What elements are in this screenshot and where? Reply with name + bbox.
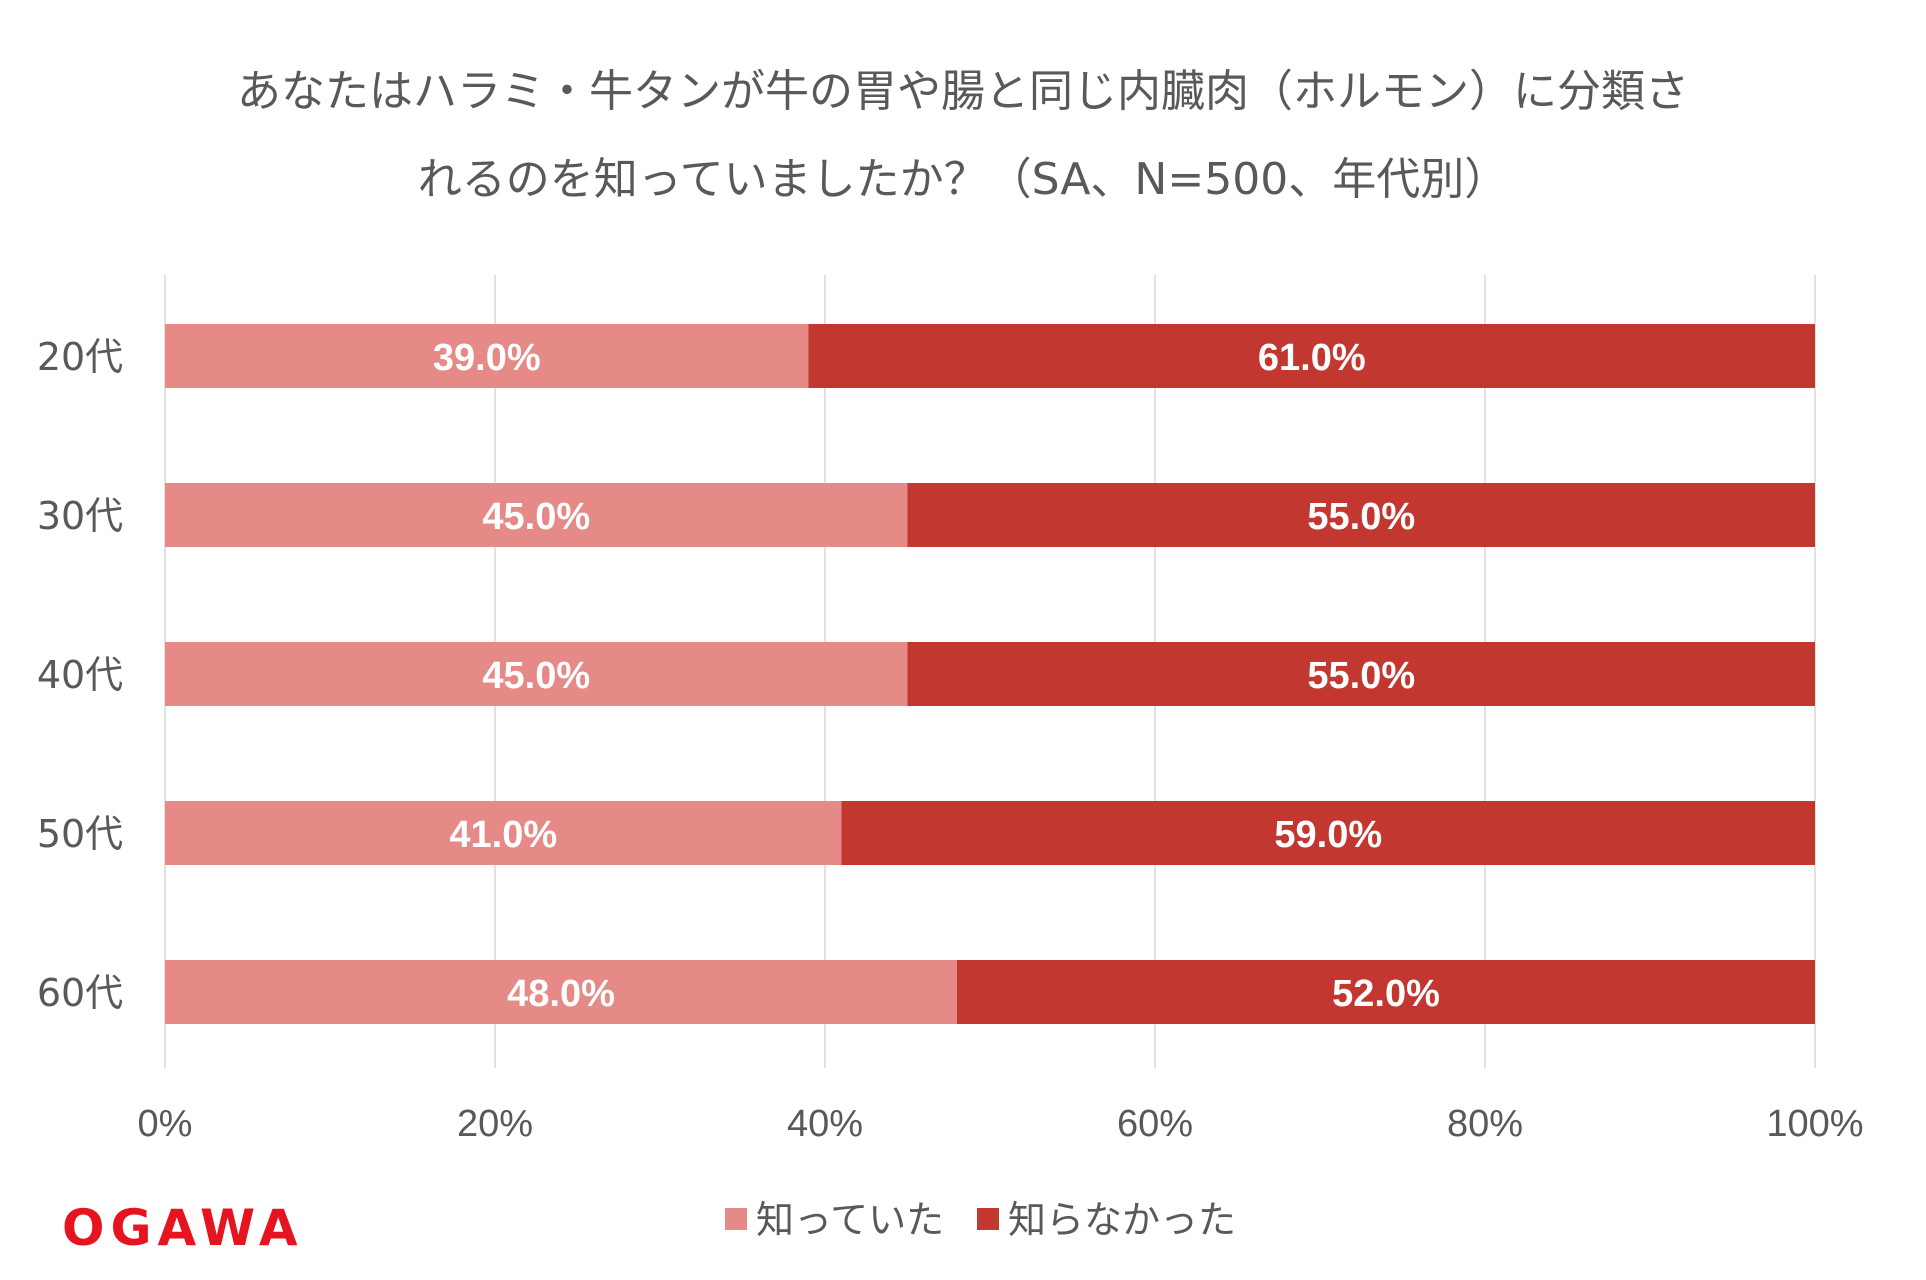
bar-segment-knew — [165, 483, 908, 547]
x-tick-label: 80% — [1447, 1103, 1523, 1145]
y-tick-label: 40代 — [37, 653, 123, 697]
y-tick-label: 50代 — [37, 812, 123, 856]
chart-title: あなたはハラミ・牛タンが牛の胃や腸と同じ内臓肉（ホルモン）に分類さ れるのを知っ… — [0, 48, 1926, 224]
y-tick-label: 60代 — [37, 971, 123, 1015]
bar-segment-did-not-know — [907, 483, 1815, 547]
x-tick-label: 20% — [457, 1103, 533, 1145]
bar-segment-knew — [165, 324, 809, 388]
data-label: 45.0% — [482, 496, 590, 538]
legend-label-0: 知っていた — [756, 1198, 944, 1242]
data-label: 52.0% — [1332, 973, 1440, 1015]
data-label: 55.0% — [1307, 496, 1415, 538]
legend-label-1: 知らなかった — [1008, 1198, 1236, 1242]
data-labels: 39.0% 61.0% 45.0% 55.0% 45.0% 55.0% 41.0% 59.0%… — [433, 337, 1440, 1015]
chart-title-line-2: れるのを知っていましたか？（SA、N=500、年代別） — [417, 154, 1509, 205]
ogawa-logo: OGAWA — [62, 1199, 304, 1257]
x-tick-label: 40% — [787, 1103, 863, 1145]
bar-segment-knew — [165, 642, 908, 706]
data-label: 61.0% — [1258, 337, 1366, 379]
data-label: 41.0% — [449, 814, 557, 856]
axes: 0% 20% 40% 60% 80% 100% 20代 30代 40代 50代 60代 — [37, 335, 1864, 1145]
bar-segment-did-not-know — [808, 324, 1815, 388]
data-label: 39.0% — [433, 337, 541, 379]
y-tick-label: 20代 — [37, 335, 123, 379]
bar-segment-did-not-know — [957, 960, 1815, 1024]
data-label: 55.0% — [1307, 655, 1415, 697]
legend-swatch-1 — [977, 1208, 999, 1230]
bar-segment-did-not-know — [907, 642, 1815, 706]
legend: 知っていた 知らなかった — [725, 1198, 1236, 1242]
x-tick-label: 60% — [1117, 1103, 1193, 1145]
y-tick-label: 30代 — [37, 494, 123, 538]
x-tick-label: 100% — [1766, 1103, 1863, 1145]
bar-segment-knew — [165, 801, 842, 865]
legend-swatch-0 — [725, 1208, 747, 1230]
bars — [165, 324, 1815, 1024]
chart-title-line-1: あなたはハラミ・牛タンが牛の胃や腸と同じ内臓肉（ホルモン）に分類さ — [237, 66, 1689, 117]
data-label: 48.0% — [507, 973, 615, 1015]
bar-segment-knew — [165, 960, 957, 1024]
bar-segment-did-not-know — [841, 801, 1815, 865]
data-label: 45.0% — [482, 655, 590, 697]
data-label: 59.0% — [1274, 814, 1382, 856]
x-tick-label: 0% — [138, 1103, 193, 1145]
